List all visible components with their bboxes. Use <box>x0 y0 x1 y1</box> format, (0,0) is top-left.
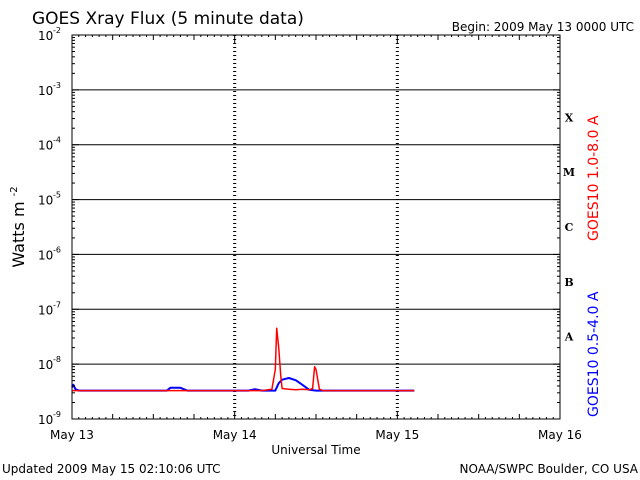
y-axis-label-exponent: -2 <box>9 186 20 196</box>
y-tick-label: 10 <box>38 303 53 317</box>
y-tick-exponent: -2 <box>53 26 61 35</box>
agency-credit: NOAA/SWPC Boulder, CO USA <box>460 462 639 476</box>
y-tick-label: 10 <box>38 29 53 43</box>
begin-time-label: Begin: 2009 May 13 0000 UTC <box>452 20 634 34</box>
y-tick-exponent: -5 <box>53 191 61 200</box>
y-tick-label: 10 <box>38 139 53 153</box>
updated-timestamp: Updated 2009 May 15 02:10:06 UTC <box>2 462 220 476</box>
flare-class-label: C <box>565 221 574 234</box>
y-tick-exponent: -3 <box>53 81 61 90</box>
y-tick-exponent: -8 <box>53 355 61 364</box>
series-line <box>72 327 415 392</box>
x-tick-label: May 15 <box>375 428 419 442</box>
y-axis-label: Watts m -2 <box>9 186 28 267</box>
plot-series <box>71 327 415 392</box>
y-tick-label: 10 <box>38 413 53 427</box>
flare-class-label: B <box>564 276 573 289</box>
y-tick-exponent: -7 <box>53 300 61 309</box>
x-tick-label: May 14 <box>213 428 257 442</box>
flare-class-label: X <box>565 111 574 124</box>
legend-long-channel: GOES10 1.0-8.0 A <box>586 115 602 241</box>
x-tick-label: May 16 <box>538 428 582 442</box>
legend-short-channel: GOES10 0.5-4.0 A <box>586 291 602 417</box>
y-axis-label-text: Watts m <box>9 196 28 267</box>
flare-class-label: M <box>563 166 575 179</box>
y-tick-exponent: -6 <box>53 245 61 254</box>
y-tick-label: 10 <box>38 194 53 208</box>
y-tick-label: 10 <box>38 84 53 98</box>
y-tick-exponent: -4 <box>53 136 61 145</box>
chart-title: GOES Xray Flux (5 minute data) <box>32 9 304 29</box>
flare-class-label: A <box>564 331 574 344</box>
y-tick-label: 10 <box>38 248 53 262</box>
y-tick-exponent: -9 <box>53 410 61 419</box>
y-tick-label: 10 <box>38 358 53 372</box>
x-tick-label: May 13 <box>50 428 94 442</box>
plot-grid <box>72 35 560 419</box>
x-axis-label: Universal Time <box>271 443 360 457</box>
